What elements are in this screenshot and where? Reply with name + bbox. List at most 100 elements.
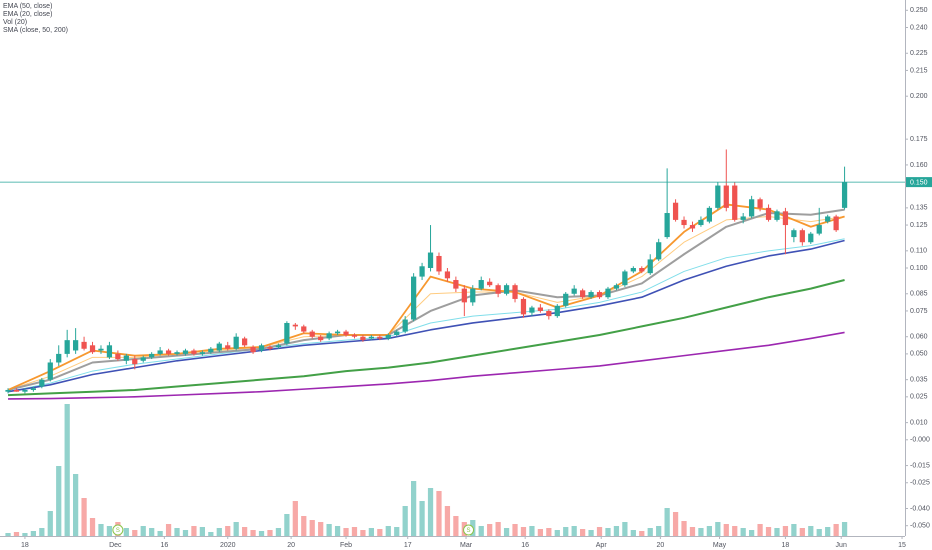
volume-bar (216, 528, 222, 536)
candle-body (765, 207, 772, 220)
volume-bar (81, 498, 87, 536)
candle-body (537, 307, 543, 311)
x-tick-label: May (713, 542, 727, 549)
candle-body (841, 182, 848, 208)
y-tick-label: 0.175 (910, 136, 928, 143)
candle-body (191, 350, 197, 354)
volume-bar (132, 530, 138, 536)
x-tick-label: Feb (340, 542, 352, 549)
legend-item: SMA (close, 50, 200) (3, 27, 68, 34)
indicator-line (8, 331, 845, 400)
volume-bar (825, 527, 831, 536)
candle-body (233, 336, 239, 349)
candle-body (30, 388, 36, 390)
candle-body (825, 216, 831, 222)
volume-bar (309, 520, 315, 536)
candle-body (732, 185, 738, 220)
volume-bar (656, 526, 662, 536)
candle-body (580, 290, 586, 298)
volume-bar (377, 529, 383, 536)
candle-body (301, 326, 307, 332)
candle-body (503, 285, 510, 294)
volume-bar (749, 530, 755, 536)
volume-bar (157, 531, 163, 536)
y-tick-label: 0.060 (910, 334, 928, 341)
event-marker-label: S (467, 528, 471, 534)
candle-body (630, 268, 636, 272)
volume-bar (816, 529, 822, 536)
volume-bar (5, 533, 11, 536)
y-tick-label: 0.125 (910, 222, 928, 229)
volume-bar (275, 528, 282, 536)
candle-body (512, 285, 518, 299)
volume-bar (647, 528, 653, 536)
candle-body (140, 357, 146, 361)
volume-bar (444, 506, 451, 536)
volume-bar (258, 531, 265, 536)
candle-body (461, 288, 467, 303)
volume-bar (546, 528, 552, 536)
volume-bar (284, 514, 290, 536)
volume-bar (174, 528, 180, 536)
volume-bar (427, 488, 434, 536)
volume-bar (453, 516, 459, 536)
volume-bar (47, 511, 53, 536)
event-marker-label: S (116, 528, 120, 534)
event-marker (112, 524, 124, 536)
volume-bar (723, 524, 729, 536)
candle-body (292, 324, 298, 327)
candle-body (326, 333, 332, 339)
candle-body (258, 345, 265, 351)
x-tick-label: 20 (287, 542, 295, 549)
legend-item: EMA (20, close) (3, 11, 52, 18)
volume-bar (554, 530, 560, 536)
volume-bar (106, 526, 113, 536)
candle-body (13, 389, 20, 392)
candle-body (47, 362, 53, 380)
candle-body (199, 352, 205, 354)
candle-body (478, 280, 484, 289)
legend: EMA (50, close) EMA (20, close) Vol (20)… (3, 3, 68, 34)
indicator-line (7, 238, 845, 393)
volume-bar (360, 530, 366, 536)
volume-bar (30, 531, 36, 536)
volume-bar (765, 527, 772, 536)
volume-bar (123, 528, 129, 536)
x-tick-label: 16 (521, 542, 529, 549)
candle-body (318, 336, 324, 341)
candle-body (182, 350, 189, 354)
volume-bar (343, 528, 349, 536)
volume-bar (630, 530, 636, 536)
candle-body (782, 211, 789, 226)
volume-bar (411, 481, 417, 536)
volume-bar (39, 528, 45, 536)
x-tick-label: Jun (836, 542, 847, 549)
candle-body (470, 288, 476, 303)
y-tick-label: 0.250 (910, 7, 928, 14)
volume-bar (149, 528, 155, 536)
volume-bar (664, 508, 670, 536)
candle-body (343, 331, 349, 335)
volume-bar (334, 526, 341, 536)
volume-layer (5, 404, 848, 536)
candle-body (56, 353, 62, 363)
candle-body (98, 348, 104, 351)
volume-bar (588, 530, 594, 536)
last-price-box (906, 177, 932, 188)
volume-bar (580, 529, 586, 536)
volume-bar (419, 501, 425, 536)
candle-body (774, 211, 780, 220)
y-tick-label: 0.200 (910, 93, 928, 100)
y-tick-label: 0.215 (910, 67, 928, 74)
volume-bar (774, 528, 780, 536)
candle-body (22, 389, 28, 392)
volume-bar (537, 529, 543, 536)
volume-bar (757, 524, 763, 536)
candle-body (681, 219, 687, 226)
volume-bar (250, 530, 256, 536)
volume-bar (64, 404, 70, 536)
volume-bar (571, 526, 577, 536)
volume-bar (98, 524, 104, 536)
x-tick-label: 16 (160, 542, 168, 549)
